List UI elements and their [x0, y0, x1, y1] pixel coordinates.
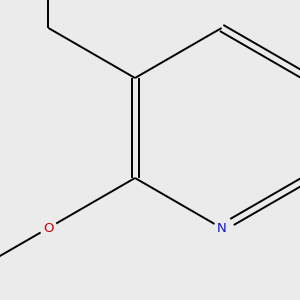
Text: O: O: [43, 221, 54, 235]
Text: N: N: [217, 221, 226, 235]
